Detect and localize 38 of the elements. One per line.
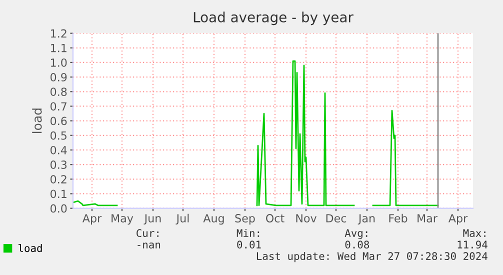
text: Cur: [136, 229, 158, 238]
y-tick-label: 0.6 [50, 116, 67, 126]
y-tick-label: 1.1 [50, 44, 66, 52]
text: 11.94 [458, 240, 488, 249]
x-tick-label: Jun [144, 214, 161, 225]
text: -nan [138, 242, 160, 249]
x-tick-label: Nov [296, 214, 317, 222]
x-tick-label: Aug [203, 214, 224, 225]
text: Avg: [344, 229, 368, 240]
chart-title: Load average - by year [194, 12, 354, 26]
y-tick-label: 0.9 [50, 73, 67, 82]
y-tick-label: 0.5 [50, 131, 66, 140]
y-tick-label: 0.1 [50, 190, 66, 198]
x-tick-label: Mar [418, 214, 438, 222]
x-tick-label: May [112, 214, 134, 225]
text: 0.01 [237, 240, 261, 249]
x-tick-label: Apr [82, 214, 102, 225]
y-tick-label: 0.2 [50, 175, 66, 184]
x-tick-label: Apr [448, 214, 468, 225]
x-tick-label: Jan [358, 214, 375, 225]
x-tick-label: Dec [326, 214, 346, 222]
y-tick-label: 0.8 [50, 88, 67, 96]
text: Max: [463, 229, 486, 238]
x-tick-label: Oct [266, 214, 284, 222]
y-tick-label: 0.0 [50, 204, 67, 213]
x-tick-label: Sep [235, 214, 255, 225]
text: Min: [236, 228, 260, 237]
legend-label: load [18, 244, 42, 252]
y-tick-label: 0.3 [50, 160, 67, 169]
y-tick-label: 0.7 [50, 102, 66, 111]
y-tick-label: 1.0 [50, 58, 67, 67]
x-tick-label: Feb [389, 214, 408, 222]
y-axis-title: load [32, 108, 42, 133]
text: 0.08 [345, 240, 370, 249]
text: Last update: Wed Mar 27 07:28:30 2024 [256, 252, 488, 262]
x-tick-label: Jul [176, 214, 189, 225]
y-tick-label: 0.4 [50, 146, 67, 154]
y-tick-label: 1.2 [50, 29, 66, 38]
